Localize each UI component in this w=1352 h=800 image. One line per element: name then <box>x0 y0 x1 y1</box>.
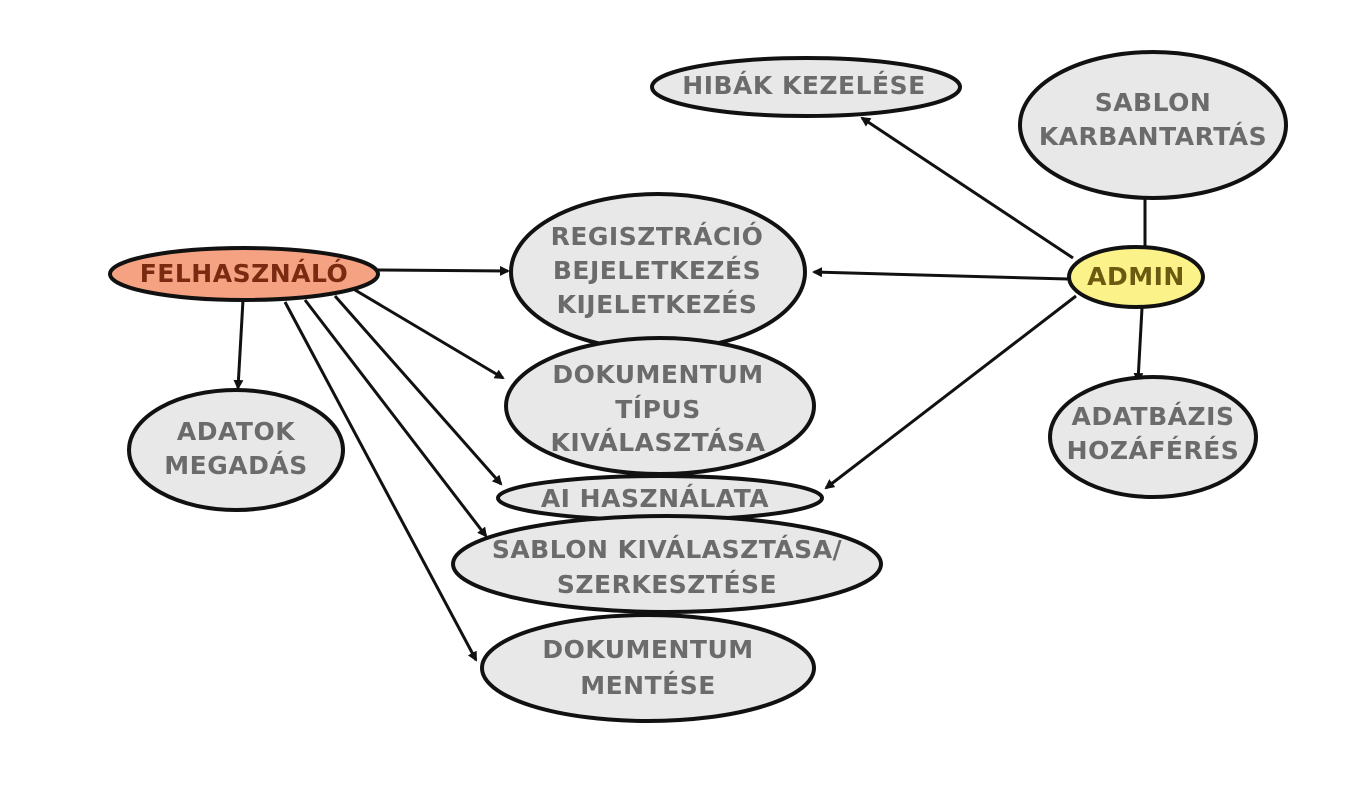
edge-user-adatok <box>233 299 245 390</box>
usecase-label: SZERKESZTÉSE <box>557 570 777 599</box>
usecase-label: BEJELETKEZÉS <box>553 256 761 285</box>
usecase-label: SABLON KIVÁLASZTÁSA/ <box>492 535 843 564</box>
usecase-label: TÍPUS <box>615 395 700 424</box>
edge-user-ai <box>333 295 503 486</box>
usecase-adatok-megadas: ADATOK MEGADÁS <box>127 388 345 512</box>
usecase-label: MEGADÁS <box>164 451 307 480</box>
usecase-label: KARBANTARTÁS <box>1039 122 1267 151</box>
usecase-oval <box>1048 375 1258 499</box>
usecase-label: KIJELETKEZÉS <box>557 290 758 319</box>
usecase-label: ADATOK <box>177 417 296 446</box>
usecase-adatbazis-hozaferes: ADATBÁZIS HOZÁFÉRÉS <box>1048 375 1258 499</box>
usecase-label: REGISZTRÁCIÓ <box>551 221 764 251</box>
edge-user-dok-tipus <box>349 285 505 380</box>
actor-admin: ADMIN <box>1067 245 1205 309</box>
usecase-ai-hasznalata: AI HASZNÁLATA <box>496 474 824 522</box>
usecase-regisztracio: REGISZTRÁCIÓ BEJELETKEZÉS KIJELETKEZÉS <box>509 192 807 352</box>
edge-user-dok-mentes <box>283 301 478 662</box>
edge-admin-regisztracio <box>812 267 1069 281</box>
usecase-label: AI HASZNÁLATA <box>541 484 769 513</box>
edge-user-sablon-kiv <box>303 299 488 538</box>
usecase-label: KIVÁLASZTÁSA <box>551 428 766 457</box>
usecase-sablon-kivalasztasa: SABLON KIVÁLASZTÁSA/ SZERKESZTÉSE <box>451 514 883 614</box>
usecase-label: SABLON <box>1095 88 1212 117</box>
edges <box>233 116 1150 662</box>
usecase-oval <box>1018 50 1288 200</box>
usecase-label: HOZÁFÉRÉS <box>1067 436 1240 465</box>
usecase-dokumentum-tipus: DOKUMENTUM TÍPUS KIVÁLASZTÁSA <box>504 336 816 476</box>
usecase-oval <box>127 388 345 512</box>
usecase-oval <box>480 613 816 723</box>
actor-oval <box>1067 245 1205 309</box>
usecase-sablon-karbantartas: SABLON KARBANTARTÁS <box>1018 50 1288 200</box>
actor-oval <box>108 246 380 302</box>
usecase-label: MENTÉSE <box>580 671 716 700</box>
usecase-label: DOKUMENTUM <box>552 360 763 389</box>
usecase-label: DOKUMENTUM <box>542 635 753 664</box>
usecase-hibak-kezelese: HIBÁK KEZELÉSE <box>650 56 962 118</box>
usecase-oval <box>650 56 962 118</box>
edge-admin-ai <box>824 294 1077 490</box>
usecase-label: HIBÁK KEZELÉSE <box>682 71 925 100</box>
actor-felhasznalo: FELHASZNÁLÓ <box>108 246 380 302</box>
usecase-oval <box>451 514 883 614</box>
usecase-label: ADATBÁZIS <box>1072 402 1235 431</box>
edge-admin-adatbazis <box>1133 307 1144 383</box>
edge-user-regisztracio <box>377 265 510 276</box>
usecase-dokumentum-mentese: DOKUMENTUM MENTÉSE <box>480 613 816 723</box>
actor-label: ADMIN <box>1087 262 1185 291</box>
edge-admin-hibak <box>860 116 1074 260</box>
actor-label: FELHASZNÁLÓ <box>140 258 349 288</box>
